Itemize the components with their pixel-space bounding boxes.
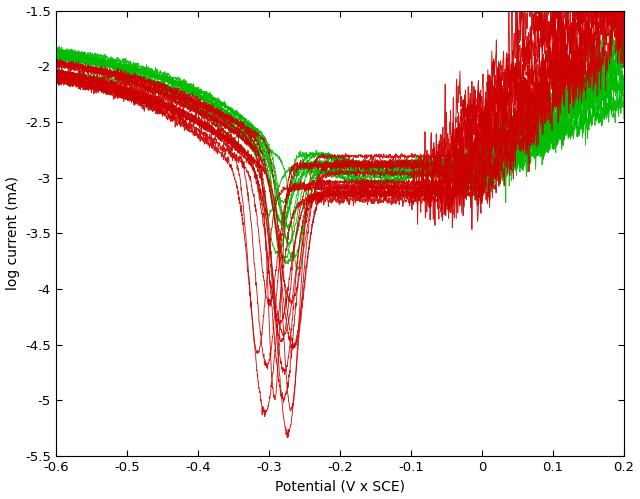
Y-axis label: log current (mA): log current (mA) [6,176,20,290]
X-axis label: Potential (V x SCE): Potential (V x SCE) [275,480,405,494]
